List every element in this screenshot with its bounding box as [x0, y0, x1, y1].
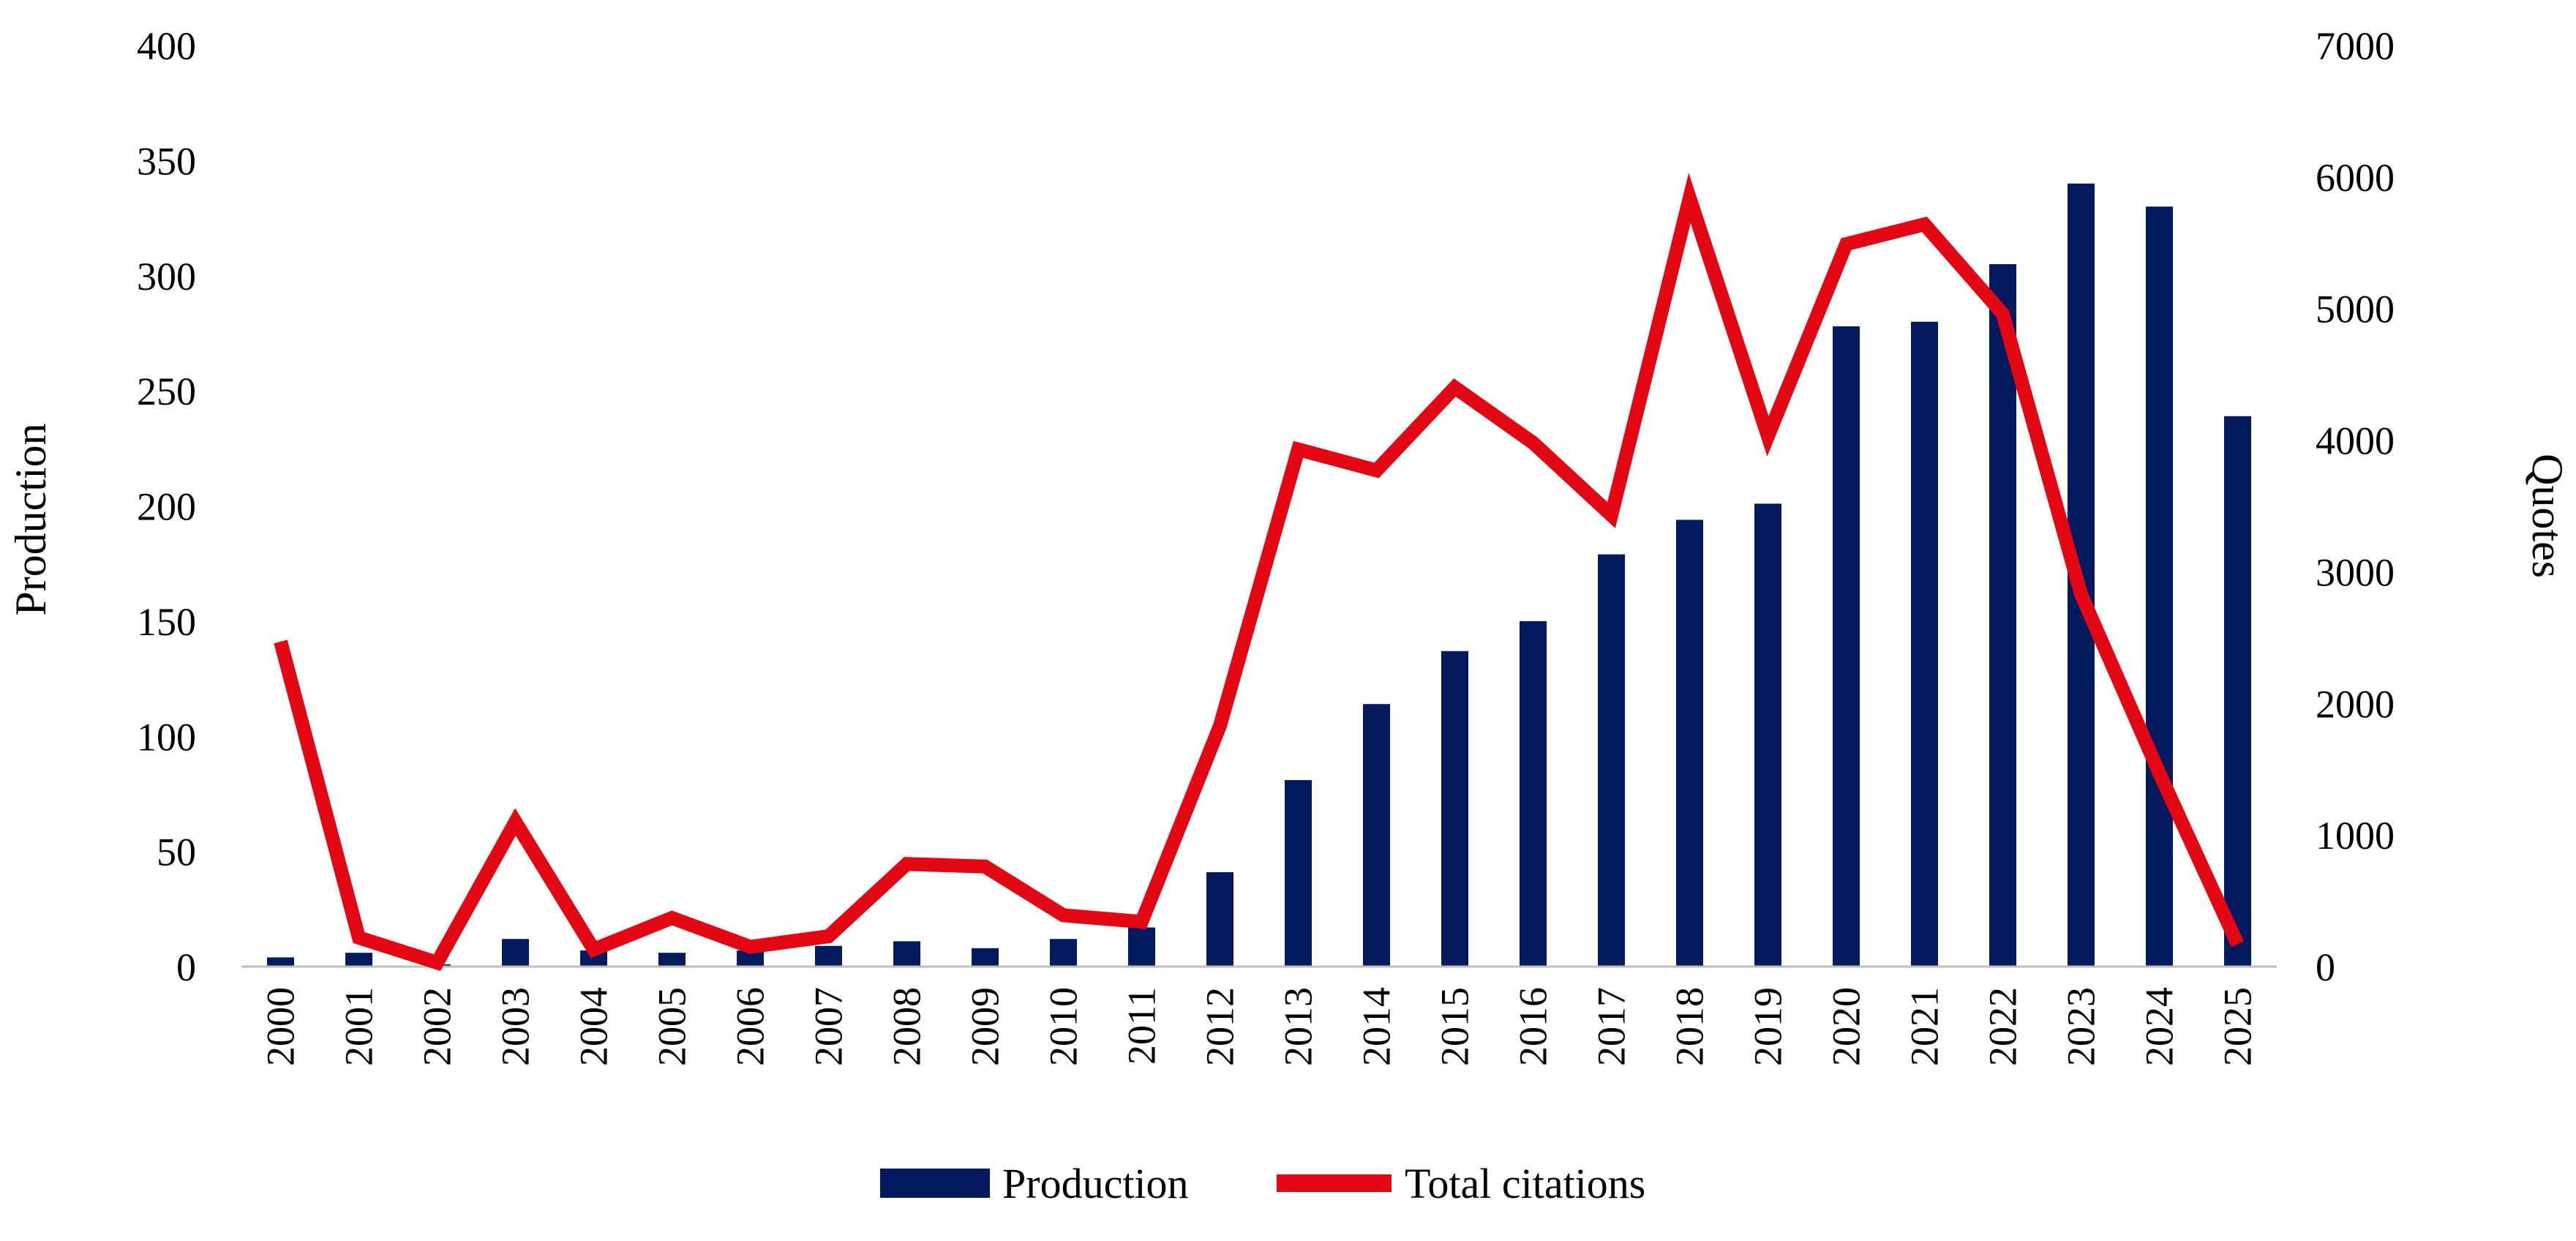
bar-2007	[815, 945, 842, 967]
bar-2014	[1363, 704, 1390, 967]
bar-2004	[580, 950, 607, 967]
citations-line-layer	[274, 173, 2245, 972]
right-tick-label: 4000	[2316, 419, 2395, 463]
right-tick-label: 5000	[2316, 288, 2395, 331]
citation-point-2007	[828, 936, 829, 937]
bar-2024	[2146, 206, 2173, 967]
bar-2005	[658, 953, 686, 967]
x-tick-label: 2003	[494, 987, 538, 1066]
y-axis-title-left: Production	[7, 423, 55, 615]
x-tick-label: 2011	[1120, 987, 1164, 1065]
x-tick-label: 2001	[337, 987, 381, 1066]
left-tick-label: 400	[137, 24, 196, 68]
left-axis-ticks: 0 50 100 150 200 250 300 350 400	[137, 24, 196, 989]
x-tick-label: 2000	[259, 987, 303, 1066]
bar-2017	[1598, 554, 1625, 967]
citation-point-2015	[1454, 387, 1455, 389]
right-tick-label: 1000	[2316, 814, 2395, 858]
left-tick-label: 300	[137, 255, 196, 299]
bar-2010	[1050, 939, 1077, 967]
citation-point-2006	[750, 946, 751, 948]
bar-2011	[1128, 927, 1155, 967]
bar-2009	[972, 948, 999, 967]
x-tick-label: 2024	[2138, 987, 2182, 1066]
citation-point-2022	[2002, 313, 2003, 315]
left-tick-label: 0	[176, 945, 196, 989]
bar-2019	[1754, 503, 1781, 967]
x-tick-label: 2015	[1433, 987, 1477, 1066]
legend-label-production: Production	[1002, 1160, 1189, 1207]
x-tick-label: 2020	[1825, 987, 1869, 1066]
right-tick-label: 0	[2316, 945, 2335, 989]
left-tick-label: 150	[137, 600, 196, 644]
citation-point-2004	[593, 949, 594, 951]
right-tick-label: 2000	[2316, 682, 2395, 726]
left-tick-label: 350	[137, 139, 196, 183]
x-tick-label: 2012	[1198, 987, 1242, 1066]
x-tick-label: 2016	[1512, 987, 1555, 1066]
right-tick-label: 6000	[2316, 156, 2395, 200]
x-tick-label: 2010	[1042, 987, 1086, 1066]
citation-point-2011	[1141, 921, 1142, 923]
x-tick-label: 2004	[572, 987, 616, 1066]
citation-point-2008	[906, 863, 907, 865]
left-tick-label: 50	[157, 831, 196, 874]
legend-swatch-production	[880, 1169, 990, 1198]
x-tick-label: 2008	[885, 987, 929, 1066]
right-tick-label: 7000	[2316, 24, 2395, 68]
right-axis-ticks: 0 1000 2000 3000 4000 5000 6000 7000	[2316, 24, 2395, 989]
x-axis-ticks: 2000 2001 2002 2003 2004 2005 2006 2007 2008 2009…	[259, 987, 2260, 1066]
x-tick-label: 2013	[1277, 987, 1321, 1066]
left-tick-label: 100	[137, 715, 196, 759]
citation-point-2000	[280, 641, 281, 642]
bar-2018	[1676, 520, 1703, 967]
bar-2006	[737, 950, 764, 967]
bar-2000	[267, 957, 294, 967]
bar-2012	[1206, 871, 1233, 967]
x-tick-label: 2023	[2059, 987, 2103, 1066]
bar-2022	[1989, 264, 2016, 967]
x-tick-label: 2009	[964, 987, 1007, 1066]
left-tick-label: 200	[137, 485, 196, 529]
x-tick-label: 2007	[807, 987, 851, 1066]
total-citations-line	[274, 173, 2245, 972]
x-tick-label: 2006	[729, 987, 773, 1066]
bar-2008	[893, 941, 920, 967]
bar-2013	[1285, 780, 1312, 967]
citation-point-2001	[358, 937, 359, 938]
citation-point-2002	[437, 962, 438, 964]
right-tick-label: 3000	[2316, 550, 2395, 594]
legend-label-total-citations: Total citations	[1405, 1160, 1645, 1207]
bar-2021	[1911, 321, 1938, 967]
x-tick-label: 2017	[1590, 987, 1634, 1066]
x-tick-label: 2002	[416, 987, 459, 1066]
x-tick-label: 2025	[2216, 987, 2260, 1066]
bar-2025	[2224, 416, 2251, 967]
bar-2016	[1520, 620, 1547, 967]
citation-point-2013	[1298, 449, 1299, 450]
x-tick-label: 2014	[1355, 987, 1399, 1066]
x-tick-label: 2018	[1668, 987, 1712, 1066]
x-tick-label: 2022	[1981, 987, 2025, 1066]
citation-point-2017	[1611, 514, 1612, 516]
bar-2020	[1833, 326, 1860, 967]
left-tick-label: 250	[137, 370, 196, 413]
citation-point-2025	[2237, 943, 2238, 945]
bar-2003	[502, 939, 529, 967]
bar-2001	[345, 953, 372, 967]
legend: Production Total citations	[880, 1160, 1645, 1207]
x-tick-label: 2021	[1903, 987, 1947, 1066]
y-axis-title-right: Quotes	[2523, 454, 2572, 578]
x-tick-label: 2005	[650, 987, 694, 1066]
bar-2015	[1441, 651, 1468, 967]
citation-point-2021	[1924, 224, 1925, 225]
x-tick-label: 2019	[1746, 987, 1790, 1066]
